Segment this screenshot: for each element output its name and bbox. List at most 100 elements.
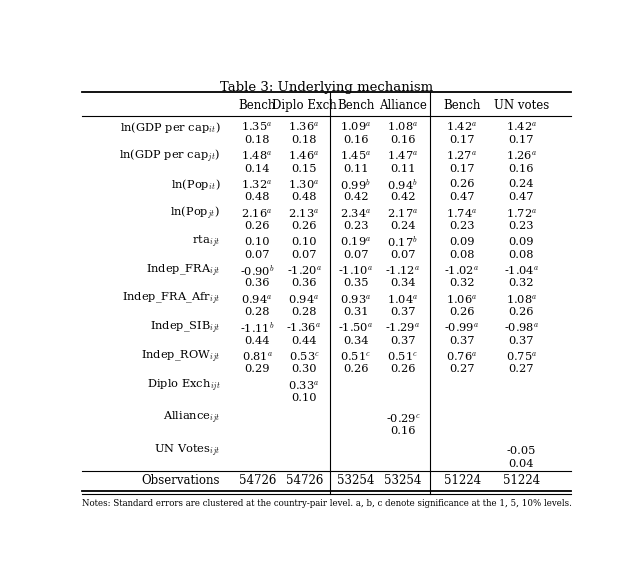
- Text: 53254: 53254: [338, 474, 375, 487]
- Text: Alliance$_{ijt}$: Alliance$_{ijt}$: [163, 410, 220, 427]
- Text: 0.42: 0.42: [390, 193, 416, 203]
- Text: 1.74$^{a}$: 1.74$^{a}$: [447, 207, 478, 219]
- Text: 0.17: 0.17: [509, 135, 534, 145]
- Text: 0.33$^{a}$: 0.33$^{a}$: [289, 379, 320, 392]
- Text: UN votes: UN votes: [494, 99, 549, 112]
- Text: 54726: 54726: [285, 474, 323, 487]
- Text: 0.26: 0.26: [450, 179, 475, 190]
- Text: 0.37: 0.37: [390, 336, 416, 346]
- Text: 0.07: 0.07: [292, 250, 317, 260]
- Text: 0.17$^{b}$: 0.17$^{b}$: [387, 235, 419, 249]
- Text: -0.29$^{c}$: -0.29$^{c}$: [385, 412, 420, 425]
- Text: -1.50$^{a}$: -1.50$^{a}$: [338, 321, 374, 334]
- Text: 0.10: 0.10: [292, 237, 317, 247]
- Text: -0.98$^{a}$: -0.98$^{a}$: [504, 321, 540, 334]
- Text: 1.26$^{a}$: 1.26$^{a}$: [506, 150, 537, 162]
- Text: Diplo Exch$_{ijt}$: Diplo Exch$_{ijt}$: [147, 377, 220, 393]
- Text: 0.07: 0.07: [245, 250, 270, 260]
- Text: 0.18: 0.18: [245, 135, 270, 145]
- Text: 0.26: 0.26: [390, 364, 416, 374]
- Text: Notes: Standard errors are clustered at the country-pair level. a, b, c denote s: Notes: Standard errors are clustered at …: [82, 499, 572, 508]
- Text: -0.99$^{a}$: -0.99$^{a}$: [445, 321, 480, 334]
- Text: 0.47: 0.47: [450, 193, 475, 203]
- Text: 0.34: 0.34: [390, 278, 416, 289]
- Text: 0.11: 0.11: [390, 164, 416, 173]
- Text: 0.07: 0.07: [343, 250, 369, 260]
- Text: 0.10: 0.10: [245, 237, 270, 247]
- Text: ln(Pop$_{jt}$): ln(Pop$_{jt}$): [170, 204, 220, 222]
- Text: -0.90$^{b}$: -0.90$^{b}$: [240, 263, 275, 278]
- Text: 1.47$^{a}$: 1.47$^{a}$: [387, 150, 419, 162]
- Text: 0.16: 0.16: [343, 135, 369, 145]
- Text: Table 3: Underlying mechanism: Table 3: Underlying mechanism: [220, 81, 433, 94]
- Text: 1.46$^{a}$: 1.46$^{a}$: [289, 150, 320, 162]
- Text: Alliance: Alliance: [379, 99, 427, 112]
- Text: 0.18: 0.18: [292, 135, 317, 145]
- Text: 0.37: 0.37: [509, 336, 534, 346]
- Text: 0.44: 0.44: [245, 336, 270, 346]
- Text: -1.04$^{a}$: -1.04$^{a}$: [504, 264, 540, 277]
- Text: 0.53$^{c}$: 0.53$^{c}$: [289, 350, 320, 363]
- Text: ln(GDP per cap$_{it}$): ln(GDP per cap$_{it}$): [120, 120, 220, 134]
- Text: 0.15: 0.15: [292, 164, 317, 173]
- Text: 1.35$^{a}$: 1.35$^{a}$: [241, 120, 273, 133]
- Text: 0.36: 0.36: [245, 278, 270, 289]
- Text: 0.09: 0.09: [509, 237, 534, 247]
- Text: 0.23: 0.23: [450, 221, 475, 231]
- Text: 0.16: 0.16: [509, 164, 534, 173]
- Text: 0.28: 0.28: [245, 307, 270, 317]
- Text: 0.34: 0.34: [343, 336, 369, 346]
- Text: 0.08: 0.08: [450, 250, 475, 260]
- Text: 1.08$^{a}$: 1.08$^{a}$: [387, 120, 419, 133]
- Text: -1.20$^{a}$: -1.20$^{a}$: [287, 264, 322, 277]
- Text: 1.48$^{a}$: 1.48$^{a}$: [241, 150, 273, 162]
- Text: Diplo Exch: Diplo Exch: [272, 99, 336, 112]
- Text: -1.11$^{b}$: -1.11$^{b}$: [240, 321, 275, 335]
- Text: 0.16: 0.16: [390, 426, 416, 436]
- Text: Bench: Bench: [239, 99, 276, 112]
- Text: 0.26: 0.26: [509, 307, 534, 317]
- Text: Indep_FRA$_{ijt}$: Indep_FRA$_{ijt}$: [146, 262, 220, 279]
- Text: 0.19$^{a}$: 0.19$^{a}$: [340, 236, 372, 248]
- Text: 51224: 51224: [443, 474, 481, 487]
- Text: 0.10: 0.10: [292, 393, 317, 403]
- Text: 0.23: 0.23: [343, 221, 369, 231]
- Text: 0.17: 0.17: [450, 135, 475, 145]
- Text: 0.27: 0.27: [509, 364, 534, 374]
- Text: 0.32: 0.32: [509, 278, 534, 289]
- Text: 0.51$^{c}$: 0.51$^{c}$: [340, 350, 372, 363]
- Text: -1.10$^{a}$: -1.10$^{a}$: [338, 264, 374, 277]
- Text: Indep_FRA_Afr$_{ijt}$: Indep_FRA_Afr$_{ijt}$: [122, 291, 220, 307]
- Text: Observations: Observations: [142, 474, 220, 487]
- Text: UN Votes$_{ijt}$: UN Votes$_{ijt}$: [154, 443, 220, 459]
- Text: 0.11: 0.11: [343, 164, 369, 173]
- Text: 0.07: 0.07: [390, 250, 416, 260]
- Text: 0.94$^{a}$: 0.94$^{a}$: [289, 293, 320, 306]
- Text: 0.26: 0.26: [343, 364, 369, 374]
- Text: 0.42: 0.42: [343, 193, 369, 203]
- Text: 0.94$^{b}$: 0.94$^{b}$: [387, 177, 419, 192]
- Text: 0.47: 0.47: [509, 193, 534, 203]
- Text: 1.32$^{a}$: 1.32$^{a}$: [241, 178, 273, 191]
- Text: 0.99$^{b}$: 0.99$^{b}$: [341, 177, 371, 192]
- Text: ln(GDP per cap$_{jt}$): ln(GDP per cap$_{jt}$): [119, 147, 220, 165]
- Text: 1.06$^{a}$: 1.06$^{a}$: [447, 293, 478, 306]
- Text: 0.44: 0.44: [292, 336, 317, 346]
- Text: 51224: 51224: [503, 474, 540, 487]
- Text: 0.27: 0.27: [450, 364, 475, 374]
- Text: 0.51$^{c}$: 0.51$^{c}$: [387, 350, 419, 363]
- Text: 1.42$^{a}$: 1.42$^{a}$: [506, 120, 538, 133]
- Text: 1.30$^{a}$: 1.30$^{a}$: [289, 178, 320, 191]
- Text: 53254: 53254: [384, 474, 422, 487]
- Text: 0.08: 0.08: [509, 250, 534, 260]
- Text: -1.12$^{a}$: -1.12$^{a}$: [385, 264, 421, 277]
- Text: Bench: Bench: [338, 99, 375, 112]
- Text: 1.08$^{a}$: 1.08$^{a}$: [506, 293, 538, 306]
- Text: Indep_ROW$_{ijt}$: Indep_ROW$_{ijt}$: [141, 348, 220, 365]
- Text: 2.17$^{a}$: 2.17$^{a}$: [387, 207, 419, 219]
- Text: 2.34$^{a}$: 2.34$^{a}$: [340, 207, 372, 219]
- Text: 1.45$^{a}$: 1.45$^{a}$: [340, 150, 372, 162]
- Text: Bench: Bench: [443, 99, 481, 112]
- Text: 0.26: 0.26: [245, 221, 270, 231]
- Text: 0.81$^{a}$: 0.81$^{a}$: [241, 350, 273, 363]
